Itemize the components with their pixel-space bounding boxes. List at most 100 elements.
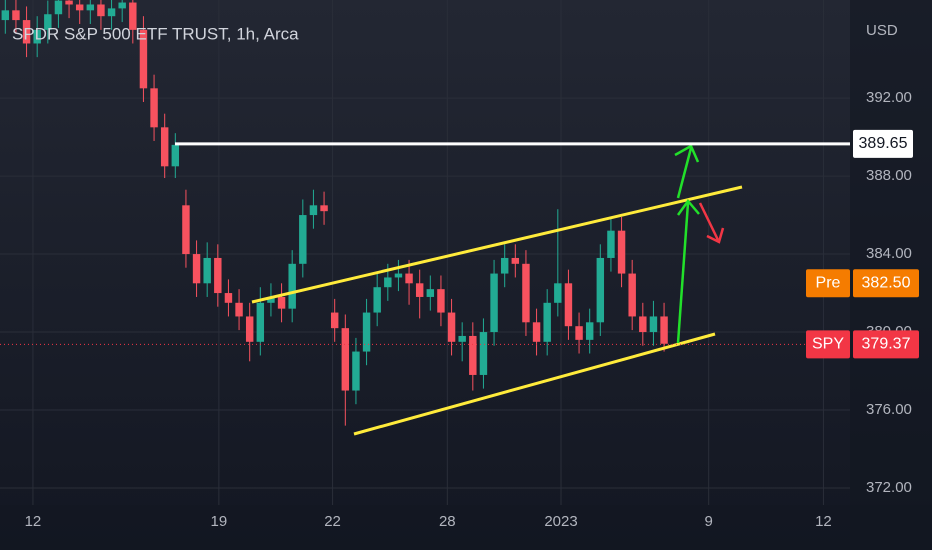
y-tick-label: 388.00 xyxy=(866,167,912,184)
candle-body xyxy=(490,273,498,333)
x-tick-label: 19 xyxy=(211,513,228,530)
candle-body xyxy=(288,263,296,309)
candle-body xyxy=(129,2,137,30)
price-name-box xyxy=(806,269,850,298)
candle-body xyxy=(277,296,286,309)
channel-upper xyxy=(251,185,743,304)
candle-body xyxy=(660,316,668,344)
candles xyxy=(1,0,668,426)
candle-body xyxy=(458,335,466,342)
candle-body xyxy=(44,14,52,30)
candle-body xyxy=(575,326,583,340)
candle-body xyxy=(245,316,254,342)
candle-body xyxy=(171,144,180,167)
currency: USD xyxy=(866,22,898,39)
candle-body xyxy=(617,230,626,274)
axes: 372.00376.00380.00384.00388.00392.001219… xyxy=(25,89,919,530)
x-tick-label: 2023 xyxy=(544,513,577,530)
candle-body xyxy=(639,316,647,333)
candle-body xyxy=(33,29,41,44)
candle-body xyxy=(447,312,456,342)
candle-body xyxy=(341,328,350,391)
candle-body xyxy=(394,273,403,278)
drawings xyxy=(0,142,850,436)
candle-body xyxy=(320,205,328,212)
candle-body xyxy=(118,2,126,9)
candle-body xyxy=(596,257,605,323)
x-tick-label: 28 xyxy=(439,513,456,530)
candle-body xyxy=(1,10,10,21)
x-tick-label: 12 xyxy=(25,513,42,530)
candle-body xyxy=(150,88,158,128)
arrow-head xyxy=(674,144,700,163)
candle-body xyxy=(65,0,73,5)
candle-body xyxy=(107,8,116,17)
candle-body xyxy=(426,289,435,297)
candle-body xyxy=(479,332,488,375)
candle-body xyxy=(607,230,615,258)
y-tick-label: 392.00 xyxy=(866,89,912,106)
candle-body xyxy=(543,302,551,342)
candle-body xyxy=(373,287,381,313)
price-name-box xyxy=(806,330,850,359)
price-label: 379.37 xyxy=(862,336,911,353)
y-tick-label: 372.00 xyxy=(866,479,912,496)
arrow-down xyxy=(698,202,720,241)
candle-body xyxy=(75,4,84,11)
grid xyxy=(0,0,850,505)
arrow-head xyxy=(706,227,725,244)
candle-body xyxy=(362,312,371,352)
candle-body xyxy=(309,205,318,216)
price-label-box xyxy=(853,269,919,298)
candle-body xyxy=(384,277,392,288)
candle-body xyxy=(628,273,636,317)
arrow-head xyxy=(676,198,700,216)
x-tick-label: 22 xyxy=(324,513,341,530)
candle-body xyxy=(12,10,20,21)
y-tick-label: 384.00 xyxy=(866,245,912,262)
candle-body xyxy=(139,29,148,89)
candle-body xyxy=(522,263,530,323)
level-label: 389.65 xyxy=(859,135,908,152)
price-label: 382.50 xyxy=(862,275,911,292)
arrow-up xyxy=(676,202,690,344)
chart-title: SPDR S&P 500 ETF TRUST, 1h, Arca xyxy=(12,24,299,43)
candle-body xyxy=(415,283,424,297)
candle-body xyxy=(182,205,190,255)
candle-body xyxy=(224,293,233,303)
candle-body xyxy=(54,0,63,15)
time-axis xyxy=(0,505,932,550)
candle-body xyxy=(214,257,222,294)
candle-body xyxy=(500,257,509,274)
level-label-box xyxy=(853,129,913,158)
candle-body xyxy=(437,289,445,313)
candle-body xyxy=(192,254,201,284)
channel-lower xyxy=(353,332,716,436)
price-name: Pre xyxy=(816,275,841,292)
candle-body xyxy=(267,296,275,303)
candle-body xyxy=(532,322,541,342)
arrow-up xyxy=(676,147,693,199)
candle-body xyxy=(511,257,520,264)
candle-body xyxy=(299,215,307,264)
candle-body xyxy=(22,20,31,44)
price-name: SPY xyxy=(812,336,844,353)
candle-body xyxy=(405,273,413,284)
candle-body xyxy=(86,4,95,11)
candle-body xyxy=(330,312,339,329)
candle-body xyxy=(469,335,477,375)
y-tick-label: 376.00 xyxy=(866,401,912,418)
candle-body xyxy=(97,4,105,17)
candle-body xyxy=(203,257,211,284)
candle-body xyxy=(554,283,562,303)
candle-body xyxy=(564,283,573,327)
x-tick-label: 12 xyxy=(815,513,832,530)
x-tick-label: 9 xyxy=(705,513,713,530)
candle-body xyxy=(585,322,594,340)
candle-body xyxy=(352,351,360,391)
candle-body xyxy=(649,316,658,333)
candle-body xyxy=(235,302,243,317)
candle-body xyxy=(160,127,169,167)
price-label-box xyxy=(853,330,919,359)
